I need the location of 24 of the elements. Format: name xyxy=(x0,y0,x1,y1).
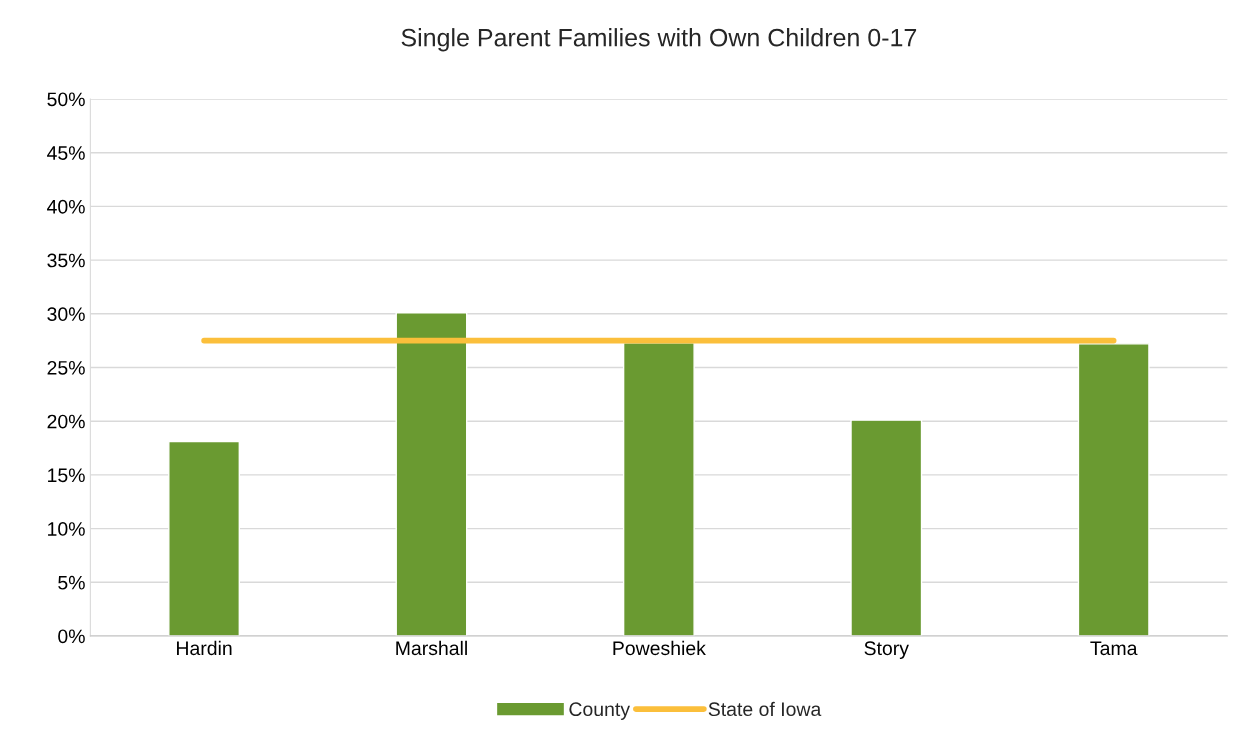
x-tick-label: Hardin xyxy=(177,640,232,656)
y-tick-label: 45% xyxy=(47,146,85,160)
x-tick-label: Poweshiek xyxy=(613,640,706,656)
x-tick-label: Story xyxy=(864,641,909,659)
chart-title: Single Parent Families with Own Children 0-17 xyxy=(401,28,917,52)
y-tick-label: 30% xyxy=(47,307,85,322)
bar xyxy=(850,419,923,636)
y-tick-label: 10% xyxy=(48,522,85,536)
y-tick-label: 20% xyxy=(47,414,85,429)
y-tick-label: 5% xyxy=(58,575,85,590)
legend-label: State of Iowa xyxy=(708,701,822,717)
y-tick-label: 0% xyxy=(58,629,85,644)
bar xyxy=(395,312,468,636)
x-tick-label: Tama xyxy=(1090,641,1138,656)
bar xyxy=(168,440,241,636)
y-tick-label: 25% xyxy=(47,360,85,375)
y-tick-label: 50% xyxy=(47,92,85,107)
bar xyxy=(622,342,695,636)
y-tick-label: 15% xyxy=(48,468,85,483)
x-tick-label: Marshall xyxy=(396,640,467,656)
y-tick-label: 35% xyxy=(47,253,85,268)
legend-label: County xyxy=(569,702,630,720)
bar xyxy=(1077,343,1150,636)
y-tick-label: 40% xyxy=(47,199,85,214)
